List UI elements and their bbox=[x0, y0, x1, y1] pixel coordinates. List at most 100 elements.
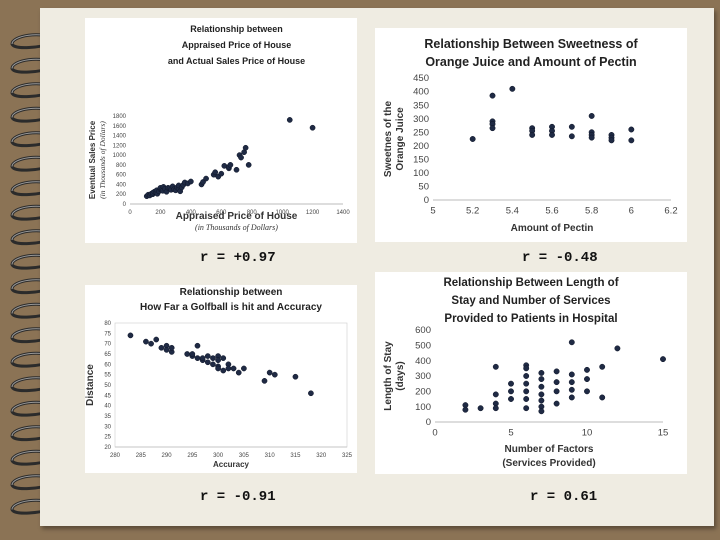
y-tick-label: 100 bbox=[415, 402, 431, 413]
y-tick-label: 0 bbox=[424, 195, 429, 206]
data-point bbox=[568, 394, 575, 401]
x-tick-label: 5 bbox=[430, 206, 435, 217]
y-tick-label: 300 bbox=[413, 114, 429, 125]
y-tick-label: 800 bbox=[116, 163, 127, 169]
data-point bbox=[529, 131, 536, 138]
data-point bbox=[538, 376, 545, 383]
data-point bbox=[588, 134, 595, 141]
x-tick-label: 5.6 bbox=[545, 206, 558, 217]
data-point bbox=[158, 344, 165, 351]
data-point bbox=[212, 169, 219, 176]
y-axis-label: Eventual Sales Price bbox=[88, 120, 97, 199]
data-point bbox=[568, 123, 575, 130]
data-point bbox=[584, 366, 590, 373]
data-point bbox=[538, 369, 545, 376]
data-point bbox=[509, 85, 516, 92]
chart-title-line: Relationship Between Length of bbox=[443, 277, 618, 289]
chart-panel-hospital: Relationship Between Length of Stay and N… bbox=[375, 272, 687, 474]
data-point bbox=[215, 365, 221, 372]
chart-title-line: Appraised Price of House bbox=[182, 40, 292, 50]
y-tick-label: 50 bbox=[104, 383, 111, 389]
y-tick-label: 20 bbox=[104, 445, 111, 451]
r-value-golf: r = -0.91 bbox=[200, 489, 276, 505]
data-point bbox=[168, 344, 175, 351]
data-point bbox=[628, 126, 635, 133]
x-tick-label: 5 bbox=[508, 428, 513, 439]
y-tick-label: 250 bbox=[413, 127, 429, 138]
x-tick-label: 0 bbox=[128, 210, 132, 216]
y-tick-label: 80 bbox=[104, 321, 111, 327]
data-point bbox=[204, 353, 211, 359]
data-point bbox=[508, 388, 514, 395]
y-axis-label: Distance bbox=[85, 364, 96, 406]
data-point bbox=[492, 363, 499, 370]
data-point bbox=[242, 144, 249, 151]
data-point bbox=[225, 365, 232, 372]
y-tick-label: 350 bbox=[413, 100, 429, 111]
data-point bbox=[553, 368, 560, 375]
y-tick-label: 50 bbox=[418, 182, 429, 193]
data-point bbox=[309, 124, 316, 131]
x-tick-label: 325 bbox=[342, 453, 353, 459]
y-tick-label: 25 bbox=[104, 435, 111, 441]
x-tick-label: 6 bbox=[629, 206, 634, 217]
y-tick-label: 45 bbox=[104, 393, 111, 399]
data-point bbox=[189, 351, 196, 357]
data-point bbox=[245, 162, 252, 168]
x-axis-sublabel: (Services Provided) bbox=[502, 458, 595, 469]
data-point bbox=[148, 340, 154, 347]
y-tick-label: 65 bbox=[104, 352, 111, 358]
x-tick-label: 295 bbox=[187, 453, 198, 459]
data-point bbox=[188, 178, 194, 185]
data-point bbox=[660, 356, 666, 363]
data-point bbox=[218, 170, 225, 177]
data-point bbox=[477, 405, 484, 412]
data-point bbox=[469, 136, 476, 142]
data-point bbox=[204, 359, 211, 366]
x-tick-label: 10 bbox=[582, 428, 593, 439]
data-point bbox=[568, 386, 575, 393]
data-point bbox=[584, 388, 590, 395]
data-point bbox=[549, 131, 555, 138]
data-point bbox=[538, 391, 545, 398]
x-tick-label: 1400 bbox=[336, 210, 350, 216]
data-point bbox=[210, 361, 216, 368]
data-point bbox=[230, 365, 237, 372]
y-tick-label: 200 bbox=[116, 192, 127, 198]
data-point bbox=[233, 166, 240, 173]
y-tick-label: 150 bbox=[413, 155, 429, 166]
data-point bbox=[489, 92, 496, 99]
data-point bbox=[553, 400, 560, 407]
y-tick-label: 100 bbox=[413, 168, 429, 179]
y-tick-label: 1000 bbox=[113, 153, 127, 159]
data-point bbox=[203, 175, 209, 182]
data-point bbox=[492, 405, 499, 412]
data-point bbox=[523, 405, 530, 412]
data-point bbox=[227, 162, 234, 168]
data-point bbox=[462, 406, 469, 413]
data-point bbox=[238, 154, 244, 161]
y-tick-label: 1400 bbox=[113, 134, 127, 140]
data-point bbox=[538, 383, 545, 390]
x-tick-label: 800 bbox=[247, 210, 258, 216]
x-tick-label: 305 bbox=[239, 453, 250, 459]
data-point bbox=[489, 125, 496, 132]
data-point bbox=[608, 137, 615, 144]
y-axis-sublabel: (in Thousands of Dollars) bbox=[98, 121, 107, 199]
data-point bbox=[523, 380, 530, 387]
data-point bbox=[194, 355, 201, 361]
x-tick-label: 285 bbox=[136, 453, 147, 459]
x-tick-label: 1200 bbox=[306, 210, 320, 216]
data-point bbox=[199, 355, 206, 361]
x-tick-label: 280 bbox=[110, 453, 121, 459]
data-point bbox=[553, 379, 560, 386]
data-point bbox=[210, 355, 216, 361]
x-axis-label: Number of Factors bbox=[505, 444, 594, 455]
y-tick-label: 60 bbox=[104, 362, 111, 368]
y-axis-label-line2: (days) bbox=[395, 361, 406, 390]
r-value-hospital: r = 0.61 bbox=[530, 489, 598, 505]
x-tick-label: 0 bbox=[432, 428, 437, 439]
data-point bbox=[538, 397, 545, 404]
chart-title-line: How Far a Golfball is hit and Accuracy bbox=[140, 302, 322, 313]
chart-panel-house: Relationship between Appraised Price of H… bbox=[85, 18, 357, 243]
